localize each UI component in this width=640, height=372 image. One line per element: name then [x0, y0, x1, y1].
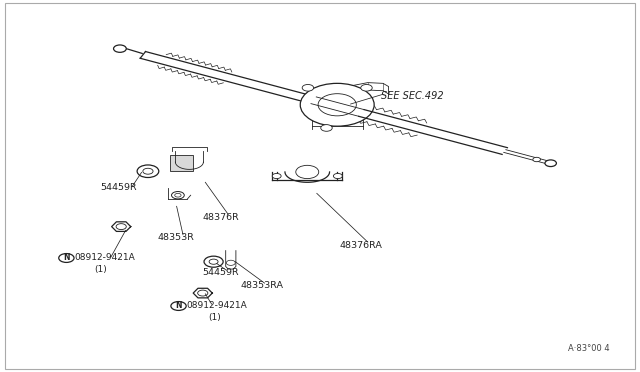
Polygon shape	[170, 155, 193, 171]
Circle shape	[321, 125, 332, 131]
Circle shape	[59, 254, 74, 262]
Circle shape	[116, 224, 126, 230]
Text: SEE SEC.492: SEE SEC.492	[381, 90, 443, 100]
Circle shape	[302, 84, 314, 91]
Text: 48353R: 48353R	[157, 233, 195, 242]
Text: N: N	[175, 301, 182, 311]
Text: 08912-9421A: 08912-9421A	[75, 253, 136, 263]
Circle shape	[171, 302, 186, 310]
Text: 54459R: 54459R	[100, 183, 137, 192]
Circle shape	[227, 260, 236, 265]
Circle shape	[272, 173, 281, 179]
Circle shape	[318, 94, 356, 116]
Text: 08912-9421A: 08912-9421A	[186, 301, 247, 311]
Circle shape	[209, 259, 218, 264]
Circle shape	[361, 84, 372, 91]
Circle shape	[198, 290, 208, 296]
Circle shape	[172, 192, 184, 199]
Text: A·83°00 4: A·83°00 4	[568, 344, 610, 353]
Text: 48376RA: 48376RA	[339, 241, 382, 250]
Circle shape	[143, 168, 153, 174]
Circle shape	[545, 160, 556, 167]
Circle shape	[300, 83, 374, 126]
Text: 48353RA: 48353RA	[241, 281, 284, 290]
Circle shape	[204, 256, 223, 267]
Circle shape	[113, 45, 126, 52]
Circle shape	[333, 173, 342, 179]
Circle shape	[533, 157, 540, 162]
Text: 48376R: 48376R	[202, 213, 239, 222]
Circle shape	[296, 165, 319, 179]
Text: 54459R: 54459R	[202, 268, 239, 277]
Circle shape	[137, 165, 159, 177]
Text: N: N	[63, 253, 70, 263]
Text: (1): (1)	[94, 264, 106, 273]
Text: (1): (1)	[209, 312, 221, 321]
Circle shape	[175, 193, 181, 197]
